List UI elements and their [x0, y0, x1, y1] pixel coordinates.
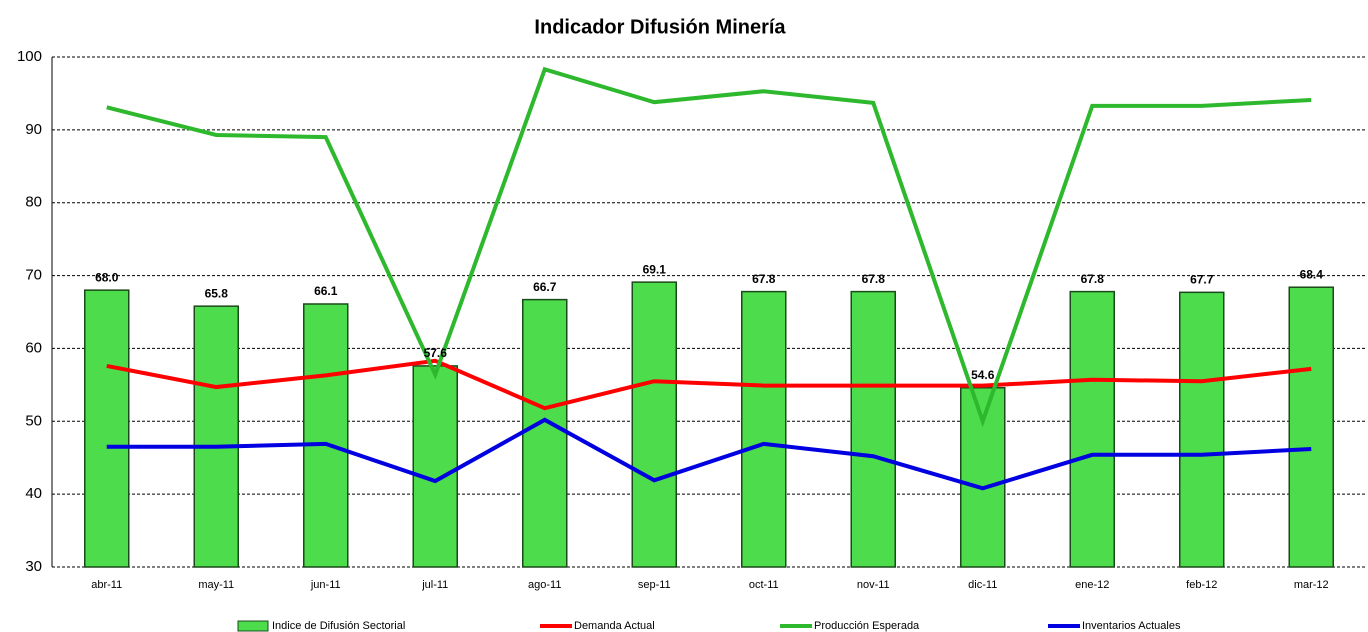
data-label: 67.7 [1190, 273, 1214, 287]
bar [1179, 291, 1225, 568]
x-tick-label: jun-11 [310, 579, 341, 591]
data-label: 66.1 [314, 284, 338, 298]
data-label: 54.6 [971, 368, 995, 382]
bar [303, 303, 349, 568]
bar [850, 290, 896, 568]
data-label: 67.8 [1081, 272, 1105, 286]
x-tick-label: nov-11 [857, 579, 890, 591]
x-tick-label: oct-11 [749, 579, 779, 591]
data-label: 57.6 [424, 346, 448, 360]
line [106, 417, 1312, 491]
x-tick-label: ago-11 [528, 579, 561, 591]
bar [193, 305, 239, 568]
y-tick-label: 100 [17, 48, 42, 65]
bar [412, 365, 458, 568]
x-tick-label: abr-11 [91, 579, 122, 591]
x-tick-label: mar-12 [1294, 579, 1329, 591]
bar [631, 281, 677, 568]
legend-label: Producción Esperada [814, 620, 920, 632]
data-label: 65.8 [205, 286, 229, 300]
y-tick-label: 60 [25, 339, 42, 356]
y-tick-label: 90 [25, 121, 42, 138]
data-label: 66.7 [533, 280, 557, 294]
x-tick-label: sep-11 [638, 579, 671, 591]
bar [84, 289, 130, 568]
x-tick-label: ene-12 [1075, 579, 1109, 591]
legend-swatch [237, 620, 269, 632]
legend-label: Indice de Difusión Sectorial [272, 620, 405, 632]
legend-label: Demanda Actual [574, 620, 655, 632]
x-tick-label: dic-11 [968, 579, 997, 591]
legend-label: Inventarios Actuales [1082, 620, 1181, 632]
data-label: 68.0 [95, 270, 119, 284]
y-tick-label: 50 [25, 412, 42, 429]
x-tick-label: jul-11 [421, 579, 448, 591]
bar [1288, 286, 1334, 568]
y-tick-label: 40 [25, 485, 42, 502]
bar [960, 387, 1006, 568]
line [106, 66, 1312, 428]
y-tick-label: 30 [25, 558, 42, 575]
bar [522, 298, 568, 568]
data-label: 69.1 [643, 262, 667, 276]
chart-title: Indicador Difusión Minería [534, 16, 786, 38]
data-label: 68.4 [1300, 267, 1324, 281]
bar [1069, 290, 1115, 568]
x-tick-label: may-11 [198, 579, 234, 591]
x-tick-label: feb-12 [1186, 579, 1217, 591]
data-label: 67.8 [752, 272, 776, 286]
y-tick-label: 80 [25, 194, 42, 211]
bar [741, 290, 787, 568]
y-tick-label: 70 [25, 267, 42, 284]
line [106, 358, 1312, 411]
data-label: 67.8 [862, 272, 886, 286]
